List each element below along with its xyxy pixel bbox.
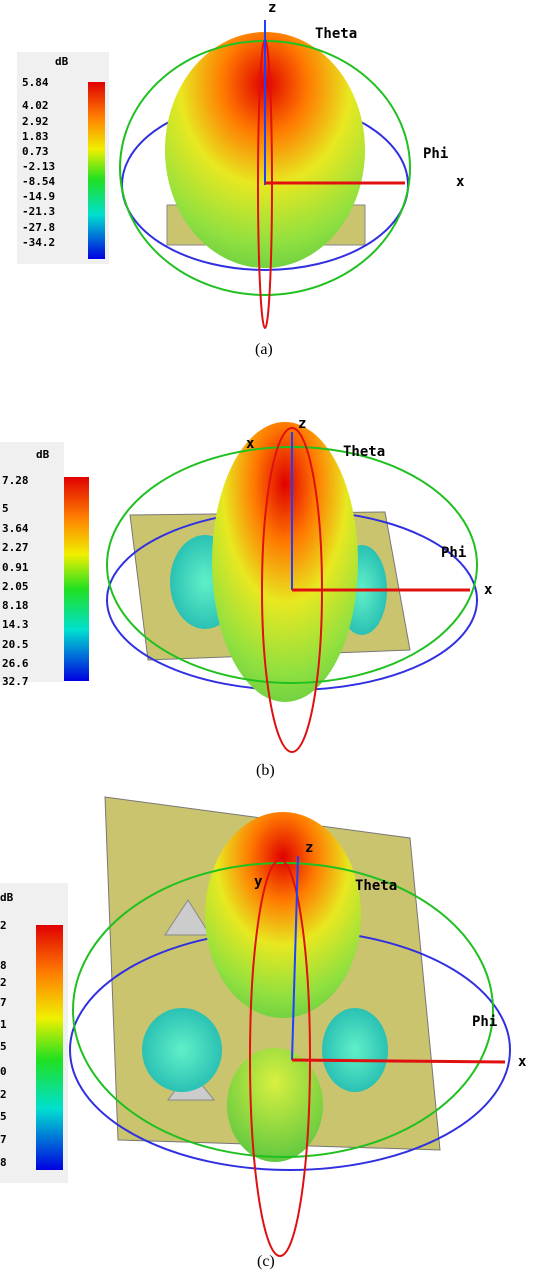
legend-tick: 8 — [0, 959, 7, 972]
legend-tick: 0.73 — [22, 145, 49, 158]
legend-tick: 26.6 — [2, 657, 29, 670]
legend-tick: 0.91 — [2, 561, 29, 574]
theta-label: Theta — [343, 444, 385, 460]
legend-tick: -8.54 — [22, 175, 55, 188]
legend-tick: 5.84 — [22, 76, 49, 89]
panel-b: dB 7.28 5 3.64 2.27 0.91 2.05 8.18 14.3 20.5 26.6… — [0, 416, 493, 779]
legend-tick: 7 — [0, 1133, 7, 1146]
figure: dB 5.84 4.02 2.92 1.83 0.73 -2.13 -8.54 -14.9 -2… — [0, 0, 534, 1279]
x-axis — [292, 1060, 505, 1062]
legend-tick: -21.3 — [22, 205, 55, 218]
panel-a: dB 5.84 4.02 2.92 1.83 0.73 -2.13 -8.54 -14.9 -2… — [17, 0, 465, 358]
side-lobe — [142, 1008, 222, 1092]
x-label: x — [518, 1054, 527, 1070]
caption: (b) — [256, 762, 275, 779]
legend-tick: 2.27 — [2, 541, 29, 554]
legend-tick: -27.8 — [22, 221, 55, 234]
x-label: x — [456, 174, 465, 190]
legend-tick: 14.3 — [2, 618, 29, 631]
side-lobe — [322, 1008, 388, 1092]
panel-c: dB 2 8 2 7 1 5 0 2 5 7 8 z y Theta Phi x (c) — [0, 797, 527, 1270]
x-label: x — [484, 582, 493, 598]
legend-tick: 5 — [2, 502, 9, 515]
legend-tick: 2 — [0, 1088, 7, 1101]
y-label: x — [246, 436, 255, 452]
legend-tick: 20.5 — [2, 638, 29, 651]
legend-tick: 2 — [0, 919, 7, 932]
legend-tick: 5 — [0, 1110, 7, 1123]
legend-tick: 3.64 — [2, 522, 29, 535]
caption: (a) — [255, 341, 273, 358]
legend-tick: -2.13 — [22, 160, 55, 173]
legend-tick: 2.92 — [22, 115, 49, 128]
legend-tick: -14.9 — [22, 190, 55, 203]
theta-label: Theta — [315, 26, 357, 42]
legend-unit: dB — [36, 448, 50, 461]
legend-unit: dB — [0, 891, 14, 904]
legend-tick: 8.18 — [2, 599, 29, 612]
z-label: z — [298, 416, 306, 432]
color-bar — [88, 82, 105, 259]
legend-tick: 4.02 — [22, 99, 49, 112]
legend-tick: 2 — [0, 976, 7, 989]
legend-tick: -34.2 — [22, 236, 55, 249]
legend-tick: 7.28 — [2, 474, 29, 487]
phi-label: Phi — [423, 146, 448, 162]
phi-label: Phi — [472, 1014, 497, 1030]
caption: (c) — [257, 1253, 275, 1270]
legend-tick: 2.05 — [2, 580, 29, 593]
color-bar — [64, 477, 89, 681]
z-label: z — [268, 0, 276, 16]
z-label: z — [305, 840, 313, 856]
legend-tick: 7 — [0, 996, 7, 1009]
legend-tick: 8 — [0, 1156, 7, 1169]
legend-tick: 1.83 — [22, 130, 49, 143]
legend-tick: 1 — [0, 1018, 7, 1031]
phi-label: Phi — [441, 545, 466, 561]
color-bar — [36, 925, 63, 1170]
legend-tick: 32.7 — [2, 675, 29, 688]
main-lobe — [212, 422, 358, 702]
legend-unit: dB — [55, 55, 69, 68]
y-label: y — [254, 874, 263, 890]
legend-tick: 5 — [0, 1040, 7, 1053]
legend-tick: 0 — [0, 1065, 7, 1078]
main-lobe — [205, 812, 361, 1018]
theta-label: Theta — [355, 878, 397, 894]
